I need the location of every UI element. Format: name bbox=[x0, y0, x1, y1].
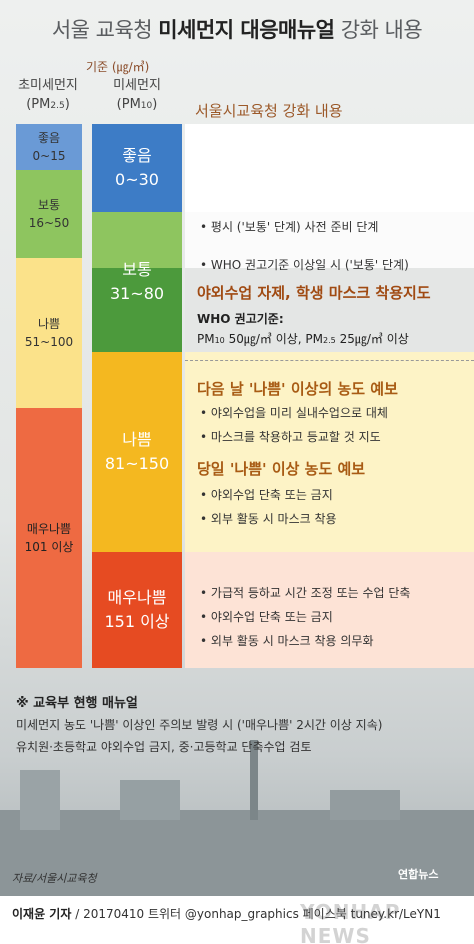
pm25-band-bad: 나쁨 51~100 bbox=[16, 258, 82, 408]
unit-label: 기준 (㎍/㎥) bbox=[86, 60, 150, 74]
bad-headline-1: 다음 날 '나쁨' 이상의 농도 예보 bbox=[197, 380, 398, 398]
who-headline: 야외수업 자제, 학생 마스크 착용지도 bbox=[197, 284, 431, 302]
bad-bullet-3: 야외수업 단축 또는 금지 bbox=[200, 486, 333, 503]
pm10-column-header: 미세먼지 (PM10) bbox=[113, 78, 161, 112]
divider bbox=[185, 360, 474, 361]
credit-line: 이재윤 기자 / 20170410 트위터 @yonhap_graphics 페… bbox=[12, 907, 441, 921]
bad-bullet-4: 외부 활동 시 마스크 착용 bbox=[200, 510, 337, 527]
bad-headline-2: 당일 '나쁨' 이상 농도 예보 bbox=[197, 460, 366, 478]
pm25-band-normal: 보통 16~50 bbox=[16, 170, 82, 258]
who-values: PM10 50㎍/㎥ 이상, PM2.5 25㎍/㎥ 이상 bbox=[197, 332, 409, 346]
pm10-band-bad: 나쁨 81~150 bbox=[92, 352, 182, 552]
bad-bullet-1: 야외수업을 미리 실내수업으로 대체 bbox=[200, 404, 388, 421]
note-title: ※ 교육부 현행 매뉴얼 bbox=[16, 696, 138, 711]
very-bad-bullet-3: 외부 활동 시 마스크 착용 의무화 bbox=[200, 632, 374, 649]
building bbox=[20, 770, 60, 830]
note-line-1: 미세먼지 농도 '나쁨' 이상인 주의보 발령 시 ('매우나쁨' 2시간 이상… bbox=[16, 718, 383, 732]
note-line-2: 유치원·초등학교 야외수업 금지, 중·고등학교 단축수업 검토 bbox=[16, 740, 312, 754]
pm25-band-very-bad: 매우나쁨 101 이상 bbox=[16, 408, 82, 668]
who-label: WHO 권고기준: bbox=[197, 312, 284, 326]
very-bad-bullet-1: 가급적 등하교 시간 조정 또는 수업 단축 bbox=[200, 584, 411, 601]
pm10-band-good: 좋음 0~30 bbox=[92, 124, 182, 212]
yonhap-logo: 연합뉴스 bbox=[398, 868, 439, 881]
pm10-band-normal: 보통 31~80 bbox=[92, 212, 182, 352]
building bbox=[120, 780, 180, 820]
source: 자료/서울시교육청 bbox=[12, 872, 97, 885]
footer-bar bbox=[0, 896, 474, 944]
watermark: YONHAP NEWS bbox=[300, 900, 401, 944]
pm25-band-good: 좋음 0~15 bbox=[16, 124, 82, 170]
panel-good bbox=[185, 124, 474, 212]
city-skyline bbox=[0, 810, 474, 896]
normal-bullet-1: 평시 ('보통' 단계) 사전 준비 단계 bbox=[200, 218, 379, 235]
pm25-column-header: 초미세먼지 (PM2.5) bbox=[18, 78, 78, 112]
normal-bullet-2: WHO 권고기준 이상일 시 ('보통' 단계) bbox=[200, 256, 409, 273]
building bbox=[330, 790, 400, 820]
tower bbox=[250, 740, 258, 820]
page-title: 서울 교육청 미세먼지 대응매뉴얼 강화 내용 bbox=[51, 18, 423, 42]
panel-who bbox=[185, 268, 474, 352]
very-bad-bullet-2: 야외수업 단축 또는 금지 bbox=[200, 608, 333, 625]
pm10-band-very-bad: 매우나쁨 151 이상 bbox=[92, 552, 182, 668]
bad-bullet-2: 마스크를 착용하고 등교할 것 지도 bbox=[200, 428, 381, 445]
section-title: 서울시교육청 강화 내용 bbox=[195, 102, 343, 120]
